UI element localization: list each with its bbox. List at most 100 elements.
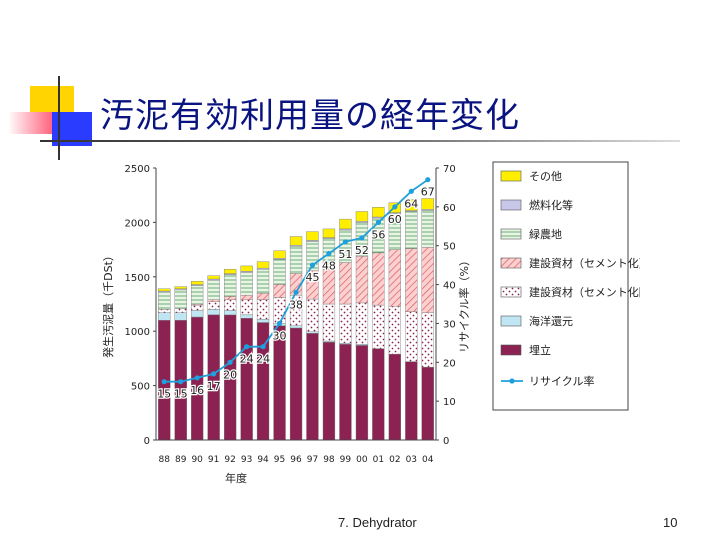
y2-tick-label: 20 (443, 358, 456, 369)
bar-segment (388, 305, 401, 355)
rate-label: 60 (388, 213, 402, 226)
bar-segment (256, 318, 270, 323)
legend-swatch (500, 344, 522, 356)
bar-segment (355, 345, 369, 441)
bar-segment (372, 304, 385, 349)
rate-point (293, 289, 299, 295)
bar-segment (372, 207, 385, 218)
x-tick-label: 96 (290, 455, 302, 465)
bar-segment (339, 218, 352, 230)
bar-segment (355, 344, 369, 346)
legend-label: 燃料化等 (529, 198, 573, 212)
bar-segment (355, 302, 369, 345)
bar-segment (355, 255, 369, 304)
bar-segment (240, 314, 253, 319)
rate-label: 38 (289, 298, 303, 311)
bar-segment (240, 295, 253, 300)
rate-label: 24 (240, 353, 254, 366)
rate-label: 45 (306, 271, 320, 284)
footer-label: 7. Dehydrator (338, 515, 417, 530)
bar-segment (240, 317, 253, 441)
rate-label: 15 (157, 388, 171, 401)
bar-segment (223, 299, 237, 311)
bar-segment (158, 312, 171, 321)
rate-point (309, 262, 316, 268)
bar-segment (190, 310, 204, 318)
bar-segment (174, 308, 187, 313)
bars (158, 198, 434, 441)
bar-segment (339, 344, 352, 441)
rate-point (375, 219, 381, 225)
x-tick-label: 98 (323, 455, 335, 465)
bar-segment (207, 275, 220, 280)
rate-label: 16 (190, 384, 204, 397)
bar-segment (207, 301, 220, 310)
bar-segment (256, 268, 270, 294)
bar-segment (158, 288, 171, 292)
bar-segment (306, 298, 319, 332)
horizontal-rule (40, 140, 680, 142)
rate-point (244, 344, 250, 350)
legend-label: 緑農地 (529, 227, 562, 241)
bar-segment (289, 246, 303, 274)
bar-segment (190, 285, 204, 305)
rate-label: 56 (371, 228, 385, 241)
bar-segment (174, 312, 187, 321)
legend-label: 建設資材（セメント化除く） (529, 285, 640, 299)
rate-label: 67 (421, 186, 435, 199)
bar-segment (372, 252, 385, 306)
bar-segment (388, 249, 401, 307)
x-tick-label: 04 (422, 455, 434, 465)
legend-swatch (500, 170, 522, 182)
legend-swatch (500, 228, 522, 240)
bar-segment (421, 247, 434, 313)
x-tick-label: 97 (307, 455, 318, 465)
bar-segment (322, 303, 336, 342)
bar-segment (158, 309, 171, 313)
x-tick-label: 90 (191, 455, 203, 465)
x-tick-label: 03 (406, 455, 417, 465)
x-tick-label: 01 (373, 455, 384, 465)
bar-segment (405, 311, 418, 362)
x-tick-label: 88 (159, 455, 171, 465)
x-tick-label: 92 (224, 455, 235, 465)
bar-segment (207, 314, 220, 441)
bar-segment (174, 286, 187, 290)
bar-segment (207, 309, 220, 315)
rate-point (425, 177, 431, 183)
bar-segment (405, 361, 418, 441)
x-tick-label: 94 (257, 455, 269, 465)
bar-segment (306, 333, 319, 441)
rate-label: 17 (207, 380, 221, 393)
y2-tick-label: 40 (443, 281, 456, 292)
rate-point (227, 359, 233, 365)
rate-label: 64 (404, 197, 418, 210)
bar-segment (289, 325, 303, 329)
y2-axis-title: リサイクル率（%） (457, 255, 471, 353)
bar-segment (273, 284, 286, 298)
bar-segment (240, 272, 253, 296)
y2-tick-label: 0 (443, 436, 449, 447)
rate-label: 24 (256, 353, 270, 366)
bar-segment (339, 262, 352, 305)
bar-segment (273, 259, 286, 285)
y-tick-label: 0 (144, 436, 150, 447)
y2-tick-label: 50 (443, 242, 456, 253)
slide-title: 汚泥有効利用量の経年変化 (100, 96, 520, 136)
rate-point (359, 235, 365, 241)
bar-segment (421, 210, 434, 248)
x-tick-label: 00 (356, 455, 368, 465)
bar-segment (240, 265, 253, 272)
legend-swatch (500, 315, 522, 327)
vertical-rule (58, 76, 60, 160)
bar-segment (289, 327, 303, 441)
legend-swatch (500, 199, 522, 211)
bar-segment (207, 279, 220, 300)
bar-segment (174, 289, 187, 309)
rate-point (392, 204, 398, 210)
bar-segment (273, 250, 286, 259)
y-axis-title: 発生汚泥量（千DSt） (101, 250, 115, 358)
